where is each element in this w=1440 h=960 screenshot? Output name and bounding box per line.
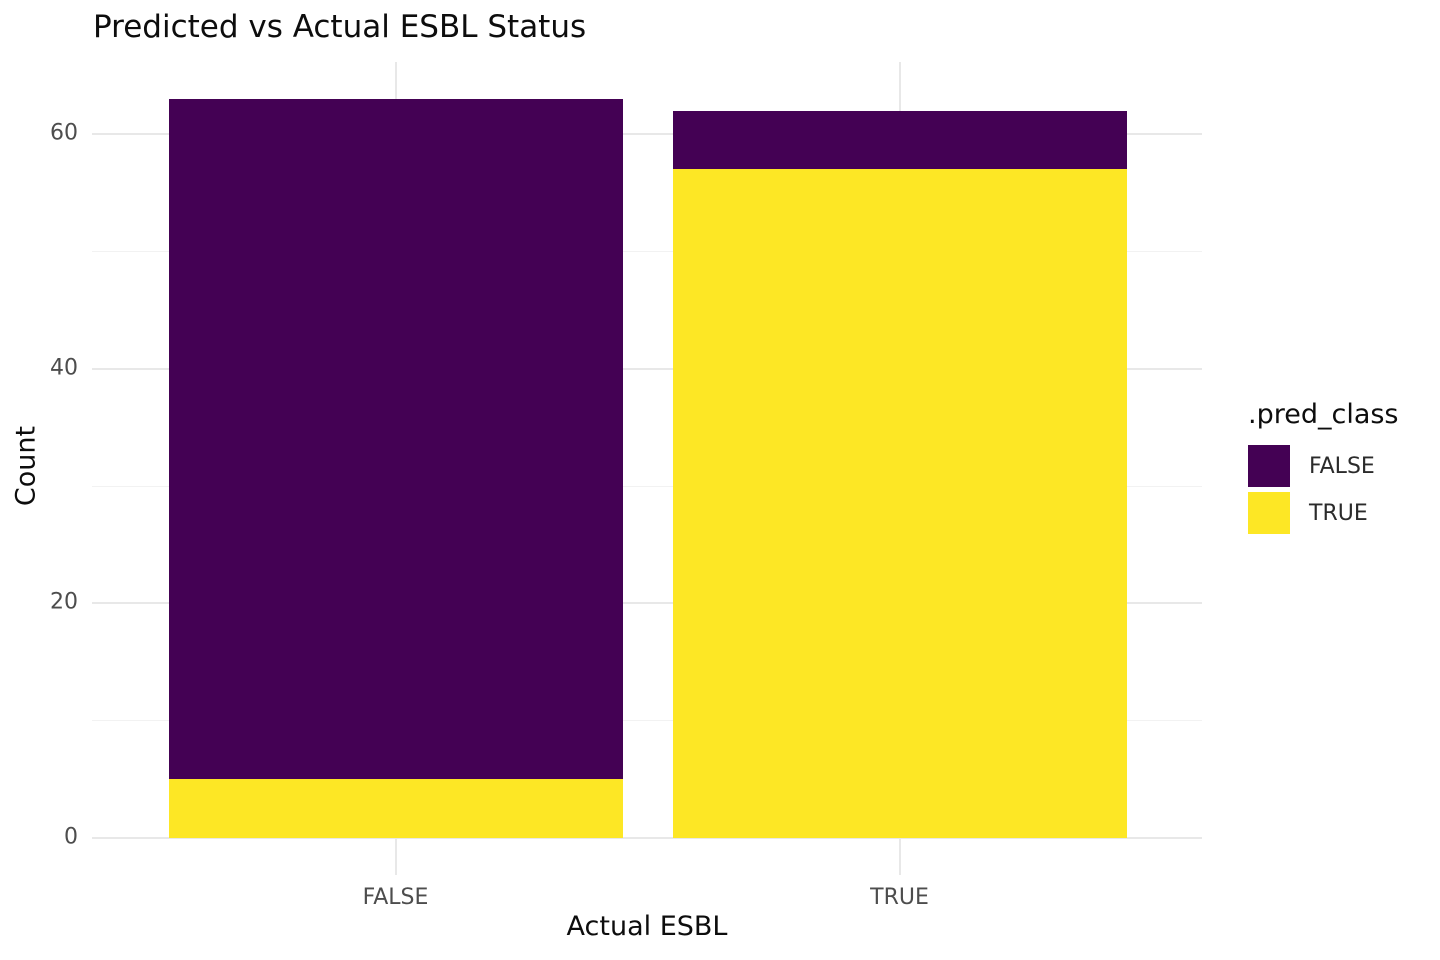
x-axis-title: Actual ESBL	[566, 911, 728, 942]
y-tick-label-20: 20	[50, 589, 78, 615]
x-tick-label-true: TRUE	[870, 885, 929, 910]
gridline-major-y-60	[92, 133, 1202, 135]
gridline-minor-y-50	[92, 250, 1202, 252]
legend-item-true: TRUE	[1248, 492, 1399, 534]
legend-label-true: TRUE	[1309, 500, 1368, 526]
bar-segment-actual-true-pred-true	[672, 169, 1127, 838]
legend-item-false: FALSE	[1248, 445, 1399, 487]
y-tick-label-40: 40	[50, 355, 78, 381]
legend-swatch-false	[1248, 445, 1290, 487]
gridline-minor-y-10	[92, 720, 1202, 722]
bar-segment-actual-true-pred-false	[672, 110, 1127, 170]
chart-title: Predicted vs Actual ESBL Status	[93, 9, 587, 45]
bar-segment-actual-false-pred-false	[168, 98, 623, 780]
legend-title: .pred_class	[1248, 399, 1399, 430]
x-tick-label-false: FALSE	[362, 885, 429, 910]
legend-swatch-true	[1248, 492, 1290, 534]
y-tick-label-0: 0	[64, 824, 78, 850]
bar-segment-actual-false-pred-true	[168, 779, 623, 838]
gridline-major-y-40	[92, 367, 1202, 370]
y-tick-label-60: 60	[50, 120, 78, 146]
gridline-minor-y-30	[92, 485, 1202, 487]
y-axis-title: Count	[10, 425, 42, 507]
gridline-major-y-20	[92, 602, 1202, 605]
legend-label-false: FALSE	[1309, 453, 1375, 479]
legend: .pred_class FALSE TRUE	[1248, 399, 1399, 539]
gridline-major-y-0	[92, 837, 1202, 839]
legend-items: FALSE TRUE	[1248, 445, 1399, 534]
